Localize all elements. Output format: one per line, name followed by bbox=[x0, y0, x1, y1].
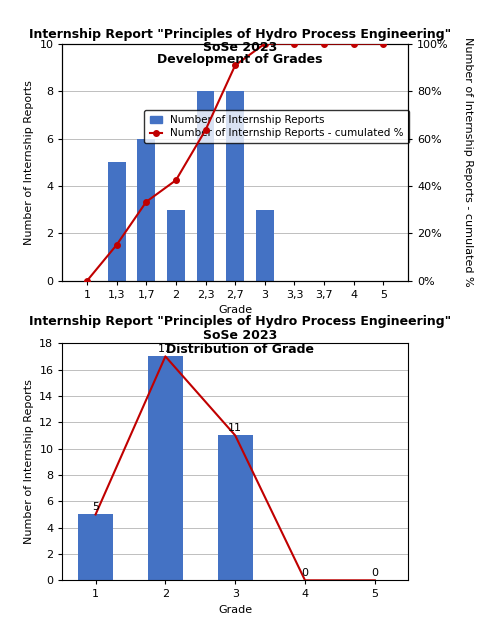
Text: Internship Report "Principles of Hydro Process Engineering": Internship Report "Principles of Hydro P… bbox=[29, 315, 451, 328]
Bar bbox=[167, 210, 185, 281]
Bar bbox=[137, 139, 155, 281]
Number of Internship Reports - cumulated % bbox=[144, 198, 149, 205]
Text: 0: 0 bbox=[372, 568, 378, 578]
Bar bbox=[148, 356, 183, 580]
Text: 17: 17 bbox=[158, 344, 172, 354]
Text: Internship Report "Principles of Hydro Process Engineering": Internship Report "Principles of Hydro P… bbox=[29, 28, 451, 41]
Number of Internship Reports - cumulated % bbox=[84, 277, 90, 285]
Text: Distribution of Grade: Distribution of Grade bbox=[166, 343, 314, 356]
Bar bbox=[256, 210, 274, 281]
Legend: Number of Internship Reports, Number of Internship Reports - cumulated %: Number of Internship Reports, Number of … bbox=[144, 110, 409, 144]
Text: 0: 0 bbox=[301, 568, 309, 578]
Text: 11: 11 bbox=[228, 424, 242, 434]
Number of Internship Reports - cumulated % bbox=[321, 40, 327, 47]
Text: SoSe 2023: SoSe 2023 bbox=[203, 329, 277, 342]
Bar bbox=[78, 514, 113, 580]
Number of Internship Reports - cumulated % bbox=[203, 126, 208, 134]
X-axis label: Grade: Grade bbox=[218, 305, 252, 315]
Text: 5: 5 bbox=[92, 502, 99, 512]
Bar bbox=[108, 162, 126, 281]
Bar bbox=[218, 436, 252, 580]
Text: SoSe 2023: SoSe 2023 bbox=[203, 41, 277, 54]
Number of Internship Reports - cumulated % bbox=[291, 40, 297, 47]
Number of Internship Reports - cumulated % bbox=[381, 40, 386, 47]
Number of Internship Reports - cumulated % bbox=[262, 40, 268, 47]
Y-axis label: Number of Internship Reports: Number of Internship Reports bbox=[24, 379, 34, 544]
Bar bbox=[197, 91, 215, 281]
Bar bbox=[226, 91, 244, 281]
Y-axis label: Number of Internship Reports: Number of Internship Reports bbox=[24, 80, 34, 245]
Number of Internship Reports - cumulated % bbox=[114, 241, 120, 248]
Number of Internship Reports - cumulated % bbox=[351, 40, 357, 47]
Y-axis label: Number of Internship Reports - cumulated %: Number of Internship Reports - cumulated… bbox=[463, 37, 472, 287]
Line: Number of Internship Reports - cumulated %: Number of Internship Reports - cumulated… bbox=[84, 41, 386, 283]
Number of Internship Reports - cumulated % bbox=[173, 177, 179, 184]
X-axis label: Grade: Grade bbox=[218, 605, 252, 615]
Text: Development of Grades: Development of Grades bbox=[157, 53, 323, 66]
Number of Internship Reports - cumulated % bbox=[232, 62, 238, 69]
